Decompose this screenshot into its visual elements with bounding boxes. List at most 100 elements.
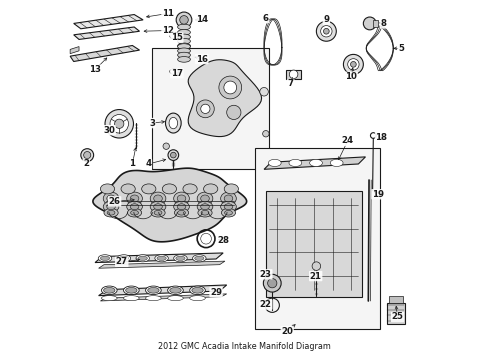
Text: 24: 24 xyxy=(341,136,353,145)
Circle shape xyxy=(320,26,331,37)
Ellipse shape xyxy=(177,24,190,30)
Ellipse shape xyxy=(174,208,188,217)
Ellipse shape xyxy=(177,34,190,40)
Bar xyxy=(255,148,379,329)
Text: 20: 20 xyxy=(281,327,292,336)
Text: 13: 13 xyxy=(89,65,101,74)
Polygon shape xyxy=(372,20,377,27)
Ellipse shape xyxy=(145,296,161,301)
Ellipse shape xyxy=(136,255,149,262)
Circle shape xyxy=(168,150,178,161)
Circle shape xyxy=(176,12,191,28)
Ellipse shape xyxy=(154,210,162,215)
Ellipse shape xyxy=(177,43,190,49)
Polygon shape xyxy=(93,168,246,242)
Ellipse shape xyxy=(167,286,183,294)
Ellipse shape xyxy=(103,192,119,205)
Ellipse shape xyxy=(183,184,197,194)
Bar xyxy=(152,48,269,169)
Ellipse shape xyxy=(104,208,118,217)
Ellipse shape xyxy=(169,117,177,129)
Ellipse shape xyxy=(125,288,137,293)
Text: 9: 9 xyxy=(323,15,329,24)
Ellipse shape xyxy=(329,159,343,166)
Ellipse shape xyxy=(126,201,142,212)
Polygon shape xyxy=(285,70,301,79)
Ellipse shape xyxy=(189,286,205,294)
Ellipse shape xyxy=(224,195,232,202)
Circle shape xyxy=(267,279,276,288)
Text: 30: 30 xyxy=(103,126,115,135)
Ellipse shape xyxy=(224,184,238,194)
Ellipse shape xyxy=(155,255,168,262)
Ellipse shape xyxy=(268,159,281,166)
Bar xyxy=(265,191,361,297)
Text: 18: 18 xyxy=(375,133,386,142)
Ellipse shape xyxy=(197,192,212,205)
Circle shape xyxy=(226,105,241,120)
Text: 23: 23 xyxy=(259,270,271,279)
Text: 26: 26 xyxy=(108,197,121,206)
Text: 7: 7 xyxy=(287,80,293,89)
Text: 11: 11 xyxy=(162,9,174,18)
Circle shape xyxy=(343,54,363,74)
Ellipse shape xyxy=(224,204,232,210)
Polygon shape xyxy=(264,157,365,169)
Ellipse shape xyxy=(309,159,322,166)
Ellipse shape xyxy=(98,255,112,262)
Circle shape xyxy=(224,81,236,94)
Ellipse shape xyxy=(138,256,147,260)
Ellipse shape xyxy=(177,57,190,62)
Text: 3: 3 xyxy=(149,118,155,127)
Ellipse shape xyxy=(173,201,189,212)
Ellipse shape xyxy=(201,210,208,215)
Text: 8: 8 xyxy=(380,19,386,28)
Ellipse shape xyxy=(107,210,115,215)
Circle shape xyxy=(347,59,358,70)
Ellipse shape xyxy=(151,208,165,217)
Ellipse shape xyxy=(192,255,205,262)
Ellipse shape xyxy=(221,208,235,217)
Text: 28: 28 xyxy=(217,236,229,245)
Ellipse shape xyxy=(150,192,165,205)
Ellipse shape xyxy=(123,296,139,301)
Ellipse shape xyxy=(177,204,185,210)
Polygon shape xyxy=(74,14,143,29)
Text: 2012 GMC Acadia Intake Manifold Diagram: 2012 GMC Acadia Intake Manifold Diagram xyxy=(158,342,330,351)
Text: 27: 27 xyxy=(116,257,127,266)
Ellipse shape xyxy=(126,192,142,205)
Ellipse shape xyxy=(106,204,115,210)
Ellipse shape xyxy=(177,195,185,202)
Ellipse shape xyxy=(145,286,161,294)
Circle shape xyxy=(83,152,91,159)
Ellipse shape xyxy=(150,201,165,212)
Circle shape xyxy=(219,76,241,99)
Circle shape xyxy=(323,28,328,34)
Ellipse shape xyxy=(177,52,190,58)
Ellipse shape xyxy=(123,286,139,294)
Ellipse shape xyxy=(198,208,212,217)
Ellipse shape xyxy=(162,184,176,194)
Ellipse shape xyxy=(127,208,142,217)
Ellipse shape xyxy=(177,44,190,49)
Ellipse shape xyxy=(173,255,187,262)
Circle shape xyxy=(363,17,375,30)
Ellipse shape xyxy=(121,184,135,194)
Text: 12: 12 xyxy=(162,26,174,35)
Ellipse shape xyxy=(147,288,159,293)
Ellipse shape xyxy=(157,256,166,260)
Polygon shape xyxy=(99,261,224,268)
Ellipse shape xyxy=(177,39,190,44)
Polygon shape xyxy=(70,46,79,54)
Text: 25: 25 xyxy=(391,312,403,321)
Ellipse shape xyxy=(224,210,232,215)
Circle shape xyxy=(81,149,93,162)
Ellipse shape xyxy=(106,195,115,202)
Text: 1: 1 xyxy=(129,159,135,168)
Ellipse shape xyxy=(177,30,190,35)
Polygon shape xyxy=(100,294,226,301)
Bar xyxy=(388,296,402,303)
Text: 10: 10 xyxy=(345,72,356,81)
Circle shape xyxy=(311,262,320,270)
Ellipse shape xyxy=(200,204,209,210)
